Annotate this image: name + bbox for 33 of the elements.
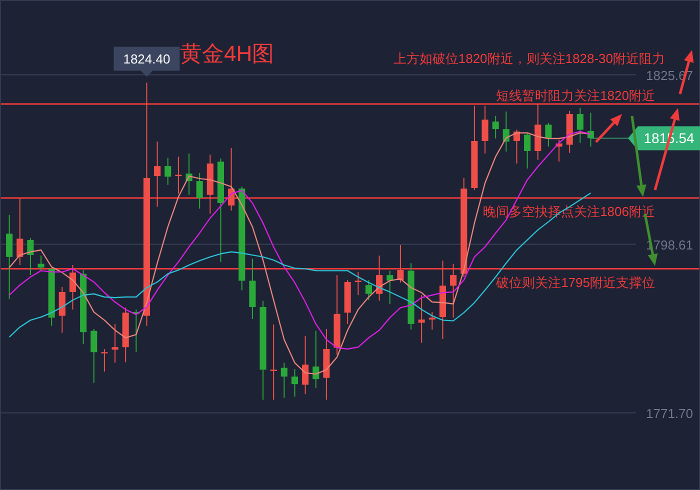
candlestick [428, 312, 436, 330]
candlestick [38, 255, 44, 271]
candlestick [418, 294, 425, 344]
candlestick [27, 238, 34, 276]
candlestick [492, 115, 499, 139]
candlestick [164, 157, 172, 186]
annotation: 上方如破位1820附近，则关注1828-30附近阻力 [393, 51, 665, 66]
candlestick [196, 172, 203, 210]
candlestick [302, 335, 309, 395]
candlestick [386, 270, 394, 304]
ref-line-label: 破位则关注1795附近支撑位 [495, 274, 655, 290]
candlestick [16, 198, 24, 266]
candlestick [154, 141, 161, 208]
candlestick [69, 264, 76, 310]
y-tick-label: 1771.70 [646, 406, 693, 421]
annotation: 1824.40 [123, 52, 170, 67]
candlestick [450, 263, 457, 318]
candlestick [354, 271, 362, 296]
text: 黄金4H图 [180, 41, 274, 66]
candlestick [270, 324, 277, 400]
candlestick [90, 328, 98, 384]
candlestick [524, 132, 531, 170]
candlestick [576, 107, 584, 144]
candlestick [58, 286, 66, 334]
ref-line-label: 短线暂时阻力关注1820附近 [496, 88, 655, 104]
candlestick [545, 122, 552, 148]
candlestick [365, 280, 372, 301]
candlestick [6, 214, 13, 300]
candlestick [101, 348, 108, 372]
candlestick [112, 323, 118, 364]
candlestick [280, 362, 288, 398]
candlestick [291, 368, 298, 398]
candlestick [482, 105, 488, 154]
